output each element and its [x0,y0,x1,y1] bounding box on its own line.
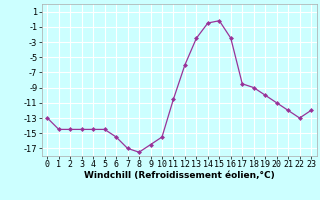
X-axis label: Windchill (Refroidissement éolien,°C): Windchill (Refroidissement éolien,°C) [84,171,275,180]
